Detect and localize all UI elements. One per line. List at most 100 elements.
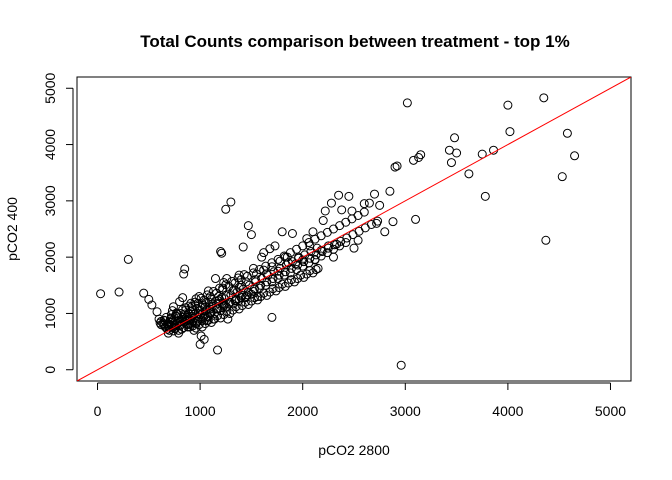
data-point [310, 254, 320, 264]
data-point [234, 304, 244, 314]
data-point [251, 275, 261, 285]
data-point [182, 315, 192, 325]
data-point [411, 214, 421, 224]
data-point [270, 241, 280, 251]
data-point [334, 190, 344, 200]
data-point [152, 307, 162, 317]
data-point [166, 321, 176, 331]
data-point [396, 360, 406, 370]
data-point [364, 198, 374, 208]
data-point [353, 210, 363, 220]
data-point [243, 221, 253, 231]
data-point [246, 230, 256, 240]
data-point [570, 151, 580, 161]
data-point [298, 261, 308, 271]
y-tick-label: 3000 [42, 185, 58, 216]
data-point [163, 319, 173, 329]
data-point [480, 191, 490, 201]
data-point [252, 269, 262, 279]
y-axis-label: pCO2 400 [4, 197, 20, 261]
data-point [347, 214, 357, 224]
x-tick-label: 4000 [492, 403, 523, 419]
data-point [188, 321, 198, 331]
data-point [225, 308, 235, 318]
data-point [265, 287, 275, 297]
data-point [322, 227, 332, 237]
y-tick-label: 4000 [42, 129, 58, 160]
data-point [195, 305, 205, 315]
data-point [248, 263, 258, 273]
data-point [246, 296, 256, 306]
data-point [310, 234, 320, 244]
data-point [198, 300, 208, 310]
data-point [170, 311, 180, 321]
x-tick-label: 5000 [595, 403, 626, 419]
data-point [360, 223, 370, 233]
data-point [409, 155, 418, 165]
data-point [292, 265, 302, 275]
data-point [271, 286, 281, 296]
data-point [286, 275, 296, 285]
data-point [114, 287, 124, 297]
data-point [267, 312, 277, 322]
data-point [505, 127, 515, 137]
data-point [226, 197, 236, 207]
x-tick-label: 0 [94, 403, 102, 419]
data-point [402, 98, 412, 108]
data-point [240, 297, 250, 307]
data-point [323, 241, 333, 251]
data-point [191, 323, 201, 333]
data-point [196, 331, 206, 341]
data-point [200, 319, 210, 329]
data-point [123, 254, 133, 264]
data-point [305, 266, 315, 276]
data-point [318, 216, 328, 226]
data-point [139, 288, 149, 298]
data-point [335, 241, 345, 251]
data-point [144, 294, 154, 304]
data-point [147, 300, 157, 310]
data-point [259, 288, 269, 298]
data-point [290, 277, 299, 287]
x-tick-label: 1000 [185, 403, 216, 419]
data-point [241, 277, 251, 287]
data-point [335, 221, 345, 231]
data-point [228, 305, 238, 315]
data-point [342, 233, 352, 243]
y-tick-label: 5000 [42, 72, 58, 103]
data-point [354, 226, 364, 236]
data-point [256, 292, 266, 302]
data-point [353, 235, 363, 245]
data-point [213, 345, 223, 355]
data-point [160, 322, 170, 332]
data-point [211, 274, 220, 284]
data-point [539, 93, 549, 103]
data-point [313, 263, 323, 273]
data-point [197, 322, 207, 332]
plot-frame [76, 76, 632, 382]
data-point [190, 308, 200, 318]
data-point [464, 169, 474, 179]
data-point [199, 334, 209, 344]
x-tick-label: 3000 [390, 403, 421, 419]
data-point [388, 217, 398, 227]
data-point [216, 247, 226, 257]
data-point [328, 224, 338, 234]
chart-title: Total Counts comparison between treatmen… [140, 32, 569, 51]
data-point [299, 272, 309, 282]
data-point [392, 161, 402, 171]
y-axis: 0 1000 2000 3000 4000 5000 [42, 72, 74, 374]
data-point [253, 295, 263, 305]
data-point [293, 274, 303, 284]
y-tick-label: 2000 [42, 241, 58, 272]
data-point [308, 227, 318, 237]
data-point [416, 150, 426, 160]
data-point [213, 311, 223, 321]
data-point [268, 284, 278, 294]
data-point [385, 186, 395, 196]
data-point [203, 286, 213, 296]
data-point [282, 252, 292, 262]
data-point [344, 191, 354, 201]
data-point [217, 248, 227, 258]
data-point [316, 251, 326, 261]
